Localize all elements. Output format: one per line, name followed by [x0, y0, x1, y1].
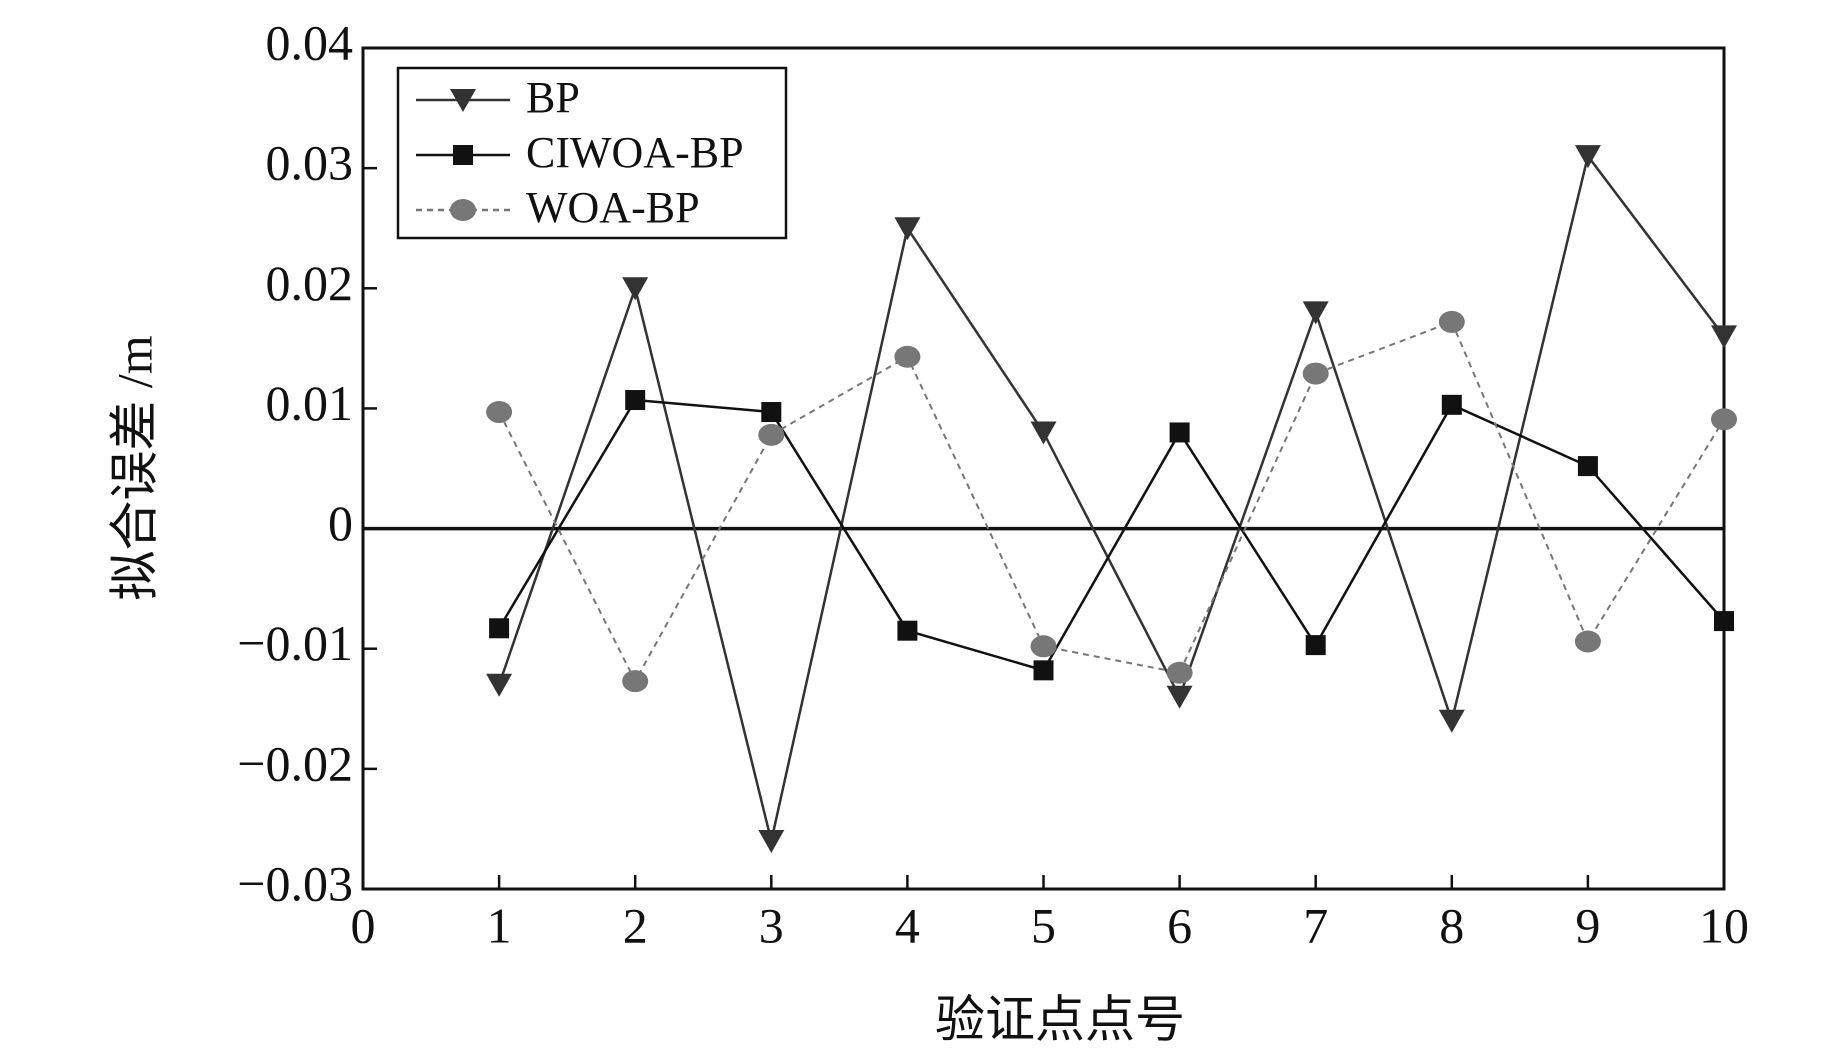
x-tick-label: 7: [1303, 897, 1328, 953]
x-tick-label: 1: [487, 897, 512, 953]
y-tick-label: 0.01: [266, 375, 354, 431]
x-tick-label: 6: [1167, 897, 1192, 953]
marker: [1438, 709, 1465, 733]
marker: [486, 673, 513, 697]
x-tick-label: 8: [1439, 897, 1464, 953]
legend-label: BP: [526, 73, 580, 122]
series-line: [498, 320, 1725, 684]
x-tick-label: 4: [895, 897, 920, 953]
marker: [1169, 422, 1190, 443]
marker: [1438, 310, 1465, 333]
marker: [894, 217, 921, 241]
marker: [622, 277, 649, 301]
marker: [1302, 362, 1329, 385]
marker: [1574, 145, 1601, 169]
marker: [1030, 421, 1057, 445]
x-tick-label: 2: [623, 897, 648, 953]
marker: [1166, 685, 1193, 709]
marker: [758, 829, 785, 853]
y-tick-label: −0.02: [237, 735, 353, 791]
series-line: [497, 153, 1725, 842]
x-tick-label: 10: [1699, 897, 1749, 953]
marker: [1305, 635, 1326, 656]
y-tick-label: −0.03: [237, 855, 353, 911]
legend-marker: [453, 145, 473, 165]
legend-entry: BP: [416, 73, 580, 122]
marker: [897, 620, 918, 641]
marker: [1577, 456, 1598, 477]
marker: [486, 401, 513, 424]
y-tick-label: −0.01: [237, 615, 353, 671]
series-line: [498, 398, 1725, 672]
marker: [1166, 661, 1193, 684]
legend-entry: CIWOA-BP: [416, 128, 744, 177]
marker: [625, 390, 646, 411]
legend-entry: WOA-BP: [416, 183, 700, 232]
y-axis-label: 拟合误差 /m: [106, 335, 162, 600]
marker: [622, 670, 649, 693]
y-tick-label: 0.03: [266, 135, 354, 191]
y-tick-label: 0.02: [266, 255, 354, 311]
marker: [1711, 408, 1737, 431]
marker: [1030, 635, 1057, 658]
marker: [761, 402, 782, 423]
legend-label: CIWOA-BP: [526, 128, 744, 177]
marker: [1714, 611, 1734, 632]
marker: [489, 618, 510, 639]
legend-label: WOA-BP: [526, 183, 700, 232]
x-axis-label: 验证点点号: [935, 991, 1185, 1047]
marker: [1441, 394, 1462, 415]
legend-marker: [450, 199, 476, 221]
legend-marker: [450, 89, 476, 112]
marker: [1033, 660, 1054, 681]
y-tick-label: 0.04: [266, 14, 354, 70]
x-tick-label: 5: [1031, 897, 1056, 953]
marker: [1711, 325, 1737, 349]
marker: [894, 345, 921, 368]
x-tick-label: 3: [759, 897, 784, 953]
x-tick-label: 9: [1575, 897, 1600, 953]
marker: [1574, 630, 1601, 653]
x-tick-label: 0: [351, 897, 376, 953]
marker: [758, 423, 785, 446]
marker: [1302, 301, 1329, 325]
y-tick-label: 0: [328, 495, 353, 551]
